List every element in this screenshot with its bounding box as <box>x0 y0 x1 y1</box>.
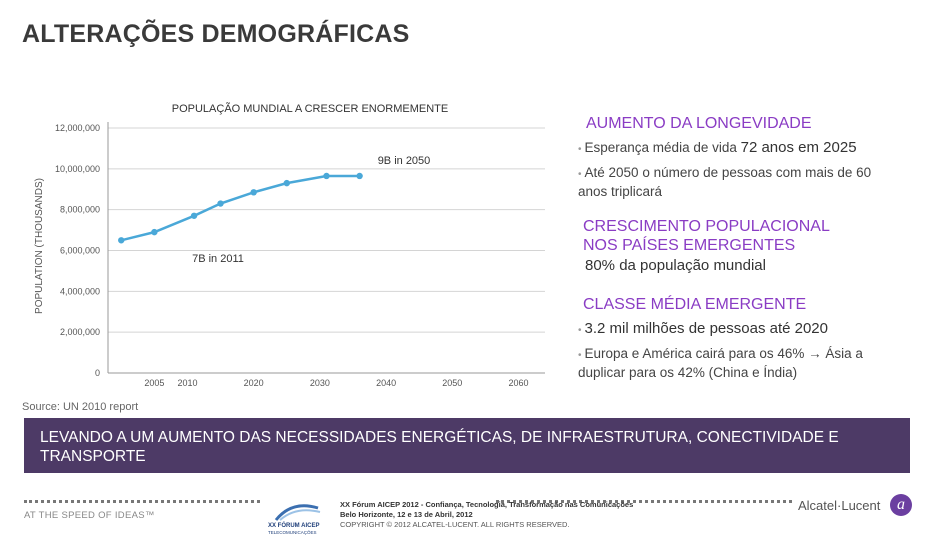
y-tick-label: 6,000,000 <box>60 246 100 256</box>
data-point <box>118 237 125 244</box>
data-point <box>283 179 290 187</box>
x-tick-label: 2040 <box>376 378 396 388</box>
brand-name: Alcatel·Lucent <box>798 498 881 513</box>
conclusion-banner: LEVANDO A UM AUMENTO DAS NECESSIDADES EN… <box>24 418 910 473</box>
x-tick-label: 2060 <box>508 378 528 388</box>
y-tick-label: 12,000,000 <box>55 123 100 133</box>
footer-divider-right <box>496 500 792 503</box>
footer-tagline: AT THE SPEED OF IDEAS™ <box>24 510 155 521</box>
growth-subtext: 80% da população mundial <box>585 257 766 274</box>
footer-divider-left <box>24 500 260 503</box>
forum-logo-subtext: TELECOMUNICAÇÕES <box>268 529 317 535</box>
data-point <box>250 189 257 196</box>
banner-text: LEVANDO A UM AUMENTO DAS NECESSIDADES EN… <box>40 429 839 465</box>
event-line-2: Belo Horizonte, 12 e 13 de Abril, 2012 <box>340 510 473 519</box>
y-tick-label: 4,000,000 <box>60 286 100 296</box>
data-point <box>190 212 198 219</box>
alcatel-lucent-logo-icon: a <box>890 494 912 516</box>
series-line <box>120 174 360 242</box>
data-point <box>217 200 224 207</box>
data-point <box>323 172 330 180</box>
copyright: COPYRIGHT © 2012 ALCATEL-LUCENT. ALL RIG… <box>340 520 570 529</box>
source-note: Source: UN 2010 report <box>22 401 139 413</box>
annotation-7b: 7B in 2011 <box>192 253 244 265</box>
y-axis-label: POPULATION (THOUSANDS) <box>34 178 45 314</box>
population-chart: POPULAÇÃO MUNDIAL A CRESCER ENORMEMENTE P… <box>34 102 545 388</box>
forum-aicep-logo: XX FÓRUM AICEP TELECOMUNICAÇÕES <box>268 504 321 535</box>
footer-event-info: XX Fórum AICEP 2012 - Confiança, Tecnolo… <box>340 500 633 530</box>
y-tick-label: 2,000,000 <box>60 327 100 337</box>
x-tick-label: 2030 <box>310 378 330 388</box>
y-tick-label: 8,000,000 <box>60 205 100 215</box>
middle-class-heading: CLASSE MÉDIA EMERGENTE <box>583 296 807 313</box>
longevity-heading: AUMENTO DA LONGEVIDADE <box>586 115 812 132</box>
middle-class-bullet-1: • 3.2 mil milhões de pessoas até 2020 <box>578 320 828 337</box>
x-tick-label: 2050 <box>442 378 462 388</box>
data-point <box>356 172 363 180</box>
x-tick-label: 2005 <box>144 378 164 388</box>
middle-class-bullet-2: • Europa e América cairá para os 46% → Ás… <box>578 346 863 380</box>
growth-heading-line1: CRESCIMENTO POPULACIONAL <box>583 218 830 235</box>
y-tick-label: 0 <box>95 368 100 378</box>
slide-title: ALTERAÇÕES DEMOGRÁFICAS <box>22 20 410 48</box>
annotation-9b: 9B in 2050 <box>378 155 431 167</box>
data-point <box>151 228 158 236</box>
growth-heading: CRESCIMENTO POPULACIONAL NOS PAÍSES EMER… <box>583 217 830 255</box>
forum-logo-text: XX FÓRUM AICEP <box>268 521 319 529</box>
longevity-bullet-1: • Esperança média de vida 72 anos em 2025 <box>578 139 857 156</box>
y-tick-label: 10,000,000 <box>55 164 100 174</box>
event-line-1: XX Fórum AICEP 2012 - Confiança, Tecnolo… <box>340 500 634 509</box>
chart-title: POPULAÇÃO MUNDIAL A CRESCER ENORMEMENTE <box>172 102 448 115</box>
growth-heading-line2: NOS PAÍSES EMERGENTES <box>583 237 796 254</box>
x-tick-label: 2020 <box>244 378 264 388</box>
x-tick-label: 2010 <box>177 378 197 388</box>
longevity-bullet-2: • Até 2050 o número de pessoas com mais d… <box>578 165 872 199</box>
